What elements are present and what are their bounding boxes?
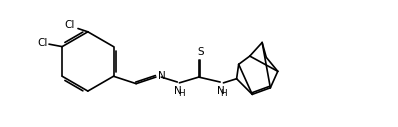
Text: Cl: Cl [64,20,75,30]
Text: H: H [178,89,184,98]
Text: H: H [220,89,227,98]
Text: N: N [174,86,182,96]
Text: N: N [158,71,166,81]
Text: S: S [197,47,204,57]
Text: N: N [217,86,225,96]
Text: Cl: Cl [38,38,48,48]
